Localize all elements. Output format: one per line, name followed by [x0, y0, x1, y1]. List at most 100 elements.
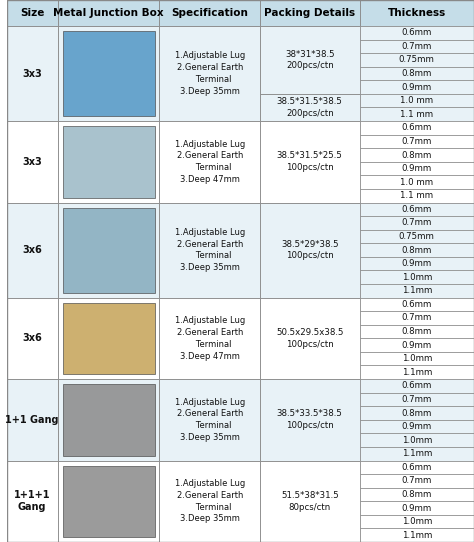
Bar [260, 203, 360, 298]
Bar [7, 203, 58, 298]
Text: 3x6: 3x6 [22, 245, 42, 255]
Text: 0.7mm: 0.7mm [401, 137, 432, 146]
Bar [260, 298, 360, 379]
Text: Size: Size [20, 8, 45, 18]
Text: 0.9mm: 0.9mm [401, 164, 432, 173]
Text: 1.Adjustable Lug
2.General Earth
   Terminal
3.Deep 35mm: 1.Adjustable Lug 2.General Earth Termina… [174, 51, 245, 96]
Text: 1.Adjustable Lug
2.General Earth
   Terminal
3.Deep 35mm: 1.Adjustable Lug 2.General Earth Termina… [174, 228, 245, 272]
Bar [360, 53, 474, 67]
Bar [63, 384, 155, 455]
Bar [360, 311, 474, 325]
Text: Specification: Specification [171, 8, 248, 18]
Bar [58, 26, 159, 121]
Bar [58, 298, 159, 379]
Bar [360, 488, 474, 501]
Text: 0.7mm: 0.7mm [401, 476, 432, 486]
Bar [360, 134, 474, 148]
Bar [58, 0, 159, 26]
Text: Thickness: Thickness [388, 8, 446, 18]
Text: 1.1 mm: 1.1 mm [400, 110, 433, 119]
Bar [159, 26, 260, 121]
Bar [7, 121, 58, 203]
Bar [63, 302, 155, 374]
Text: 0.8mm: 0.8mm [401, 246, 432, 255]
Text: 51.5*38*31.5
80pcs/ctn: 51.5*38*31.5 80pcs/ctn [281, 491, 339, 512]
Text: 0.8mm: 0.8mm [401, 409, 432, 417]
Bar [159, 298, 260, 379]
Bar [360, 203, 474, 216]
Bar [360, 216, 474, 230]
Text: 0.6mm: 0.6mm [401, 124, 432, 132]
Bar [360, 94, 474, 107]
Text: 0.8mm: 0.8mm [401, 69, 432, 78]
Bar [360, 298, 474, 311]
Text: Packing Details: Packing Details [264, 8, 356, 18]
Text: 0.8mm: 0.8mm [401, 327, 432, 336]
Text: 1.0mm: 1.0mm [401, 517, 432, 526]
Bar [360, 243, 474, 257]
Bar [260, 379, 360, 461]
Text: 38*31*38.5
200pcs/ctn: 38*31*38.5 200pcs/ctn [285, 49, 335, 70]
Bar [360, 107, 474, 121]
Bar [7, 298, 58, 379]
Bar [7, 379, 58, 461]
Text: 50.5x29.5x38.5
100pcs/ctn: 50.5x29.5x38.5 100pcs/ctn [276, 328, 344, 349]
Text: 0.9mm: 0.9mm [401, 259, 432, 268]
Text: 1.1mm: 1.1mm [401, 368, 432, 377]
Bar [159, 121, 260, 203]
Text: 0.7mm: 0.7mm [401, 42, 432, 51]
Text: 0.6mm: 0.6mm [401, 463, 432, 472]
Bar [360, 406, 474, 420]
Text: 1.1mm: 1.1mm [401, 286, 432, 295]
Bar [360, 121, 474, 134]
Bar [159, 0, 260, 26]
Bar [360, 67, 474, 80]
Bar [63, 126, 155, 197]
Text: 1.0 mm: 1.0 mm [400, 178, 433, 186]
Text: 0.6mm: 0.6mm [401, 205, 432, 214]
Bar [360, 392, 474, 406]
Bar [360, 461, 474, 474]
Bar [360, 162, 474, 176]
Bar [360, 40, 474, 53]
Bar [159, 203, 260, 298]
Text: 1.Adjustable Lug
2.General Earth
   Terminal
3.Deep 35mm: 1.Adjustable Lug 2.General Earth Termina… [174, 479, 245, 524]
Text: 1.Adjustable Lug
2.General Earth
   Terminal
3.Deep 47mm: 1.Adjustable Lug 2.General Earth Termina… [174, 316, 245, 360]
Text: 0.9mm: 0.9mm [401, 504, 432, 513]
Bar [360, 420, 474, 434]
Text: 0.9mm: 0.9mm [401, 82, 432, 92]
Text: 1.0mm: 1.0mm [401, 354, 432, 363]
Text: 0.8mm: 0.8mm [401, 151, 432, 159]
Text: 1.1mm: 1.1mm [401, 531, 432, 540]
Bar [260, 94, 360, 121]
Text: 1+1+1
Gang: 1+1+1 Gang [14, 491, 51, 512]
Text: 0.75mm: 0.75mm [399, 55, 435, 64]
Bar [360, 528, 474, 542]
Text: 1.Adjustable Lug
2.General Earth
   Terminal
3.Deep 47mm: 1.Adjustable Lug 2.General Earth Termina… [174, 140, 245, 184]
Bar [260, 461, 360, 542]
Bar [7, 461, 58, 542]
Bar [360, 501, 474, 515]
Bar [360, 474, 474, 488]
Bar [58, 121, 159, 203]
Text: Metal Junction Box: Metal Junction Box [54, 8, 164, 18]
Bar [63, 208, 155, 293]
Text: 0.9mm: 0.9mm [401, 422, 432, 431]
Bar [7, 26, 58, 121]
Bar [58, 203, 159, 298]
Text: 0.6mm: 0.6mm [401, 300, 432, 309]
Bar [360, 379, 474, 392]
Bar [360, 270, 474, 284]
Bar [360, 325, 474, 338]
Bar [260, 121, 360, 203]
Bar [260, 26, 360, 94]
Bar [159, 379, 260, 461]
Text: 1.1mm: 1.1mm [401, 449, 432, 458]
Bar [58, 379, 159, 461]
Text: 1+1 Gang: 1+1 Gang [6, 415, 59, 425]
Text: 0.75mm: 0.75mm [399, 232, 435, 241]
Bar [360, 80, 474, 94]
Bar [360, 338, 474, 352]
Bar [360, 189, 474, 203]
Text: 3x3: 3x3 [22, 68, 42, 79]
